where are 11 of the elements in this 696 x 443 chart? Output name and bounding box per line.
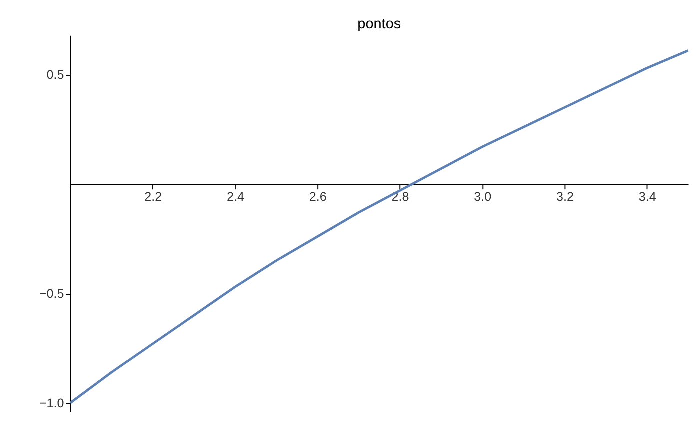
line-series bbox=[69, 50, 690, 404]
chart-title: pontos bbox=[358, 16, 402, 33]
x-tick-label: 2.4 bbox=[226, 190, 244, 204]
x-tick-label: 3.0 bbox=[474, 190, 492, 204]
x-tick-label: 2.2 bbox=[144, 190, 162, 204]
y-tick-label: 0.5 bbox=[46, 68, 64, 82]
y-tick-label: −1.0 bbox=[39, 396, 64, 410]
x-tick-label: 2.6 bbox=[309, 190, 327, 204]
x-tick-label: 3.4 bbox=[638, 190, 656, 204]
y-tick-label: −0.5 bbox=[39, 287, 64, 302]
x-tick-label: 3.2 bbox=[556, 190, 574, 204]
